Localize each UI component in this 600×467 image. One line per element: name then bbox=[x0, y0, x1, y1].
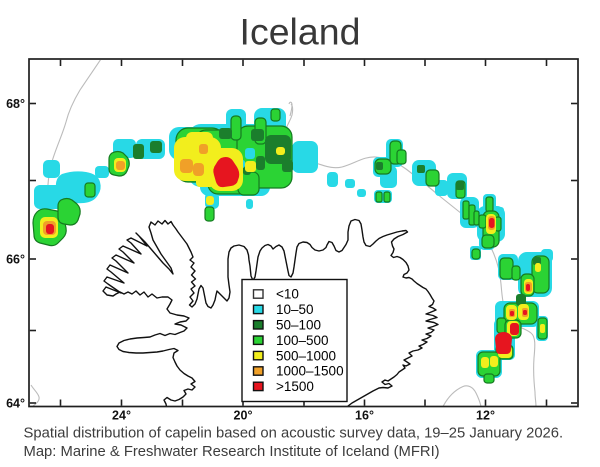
svg-text:1000–1500: 1000–1500 bbox=[276, 364, 344, 379]
svg-text:50–100: 50–100 bbox=[276, 318, 321, 333]
svg-text:66°: 66° bbox=[6, 253, 25, 267]
svg-text:12°: 12° bbox=[476, 409, 495, 423]
svg-text:68°: 68° bbox=[6, 97, 25, 111]
svg-text:10–50: 10–50 bbox=[276, 302, 314, 317]
svg-text:100–500: 100–500 bbox=[276, 333, 329, 348]
svg-text:64°: 64° bbox=[6, 397, 25, 411]
svg-text:20°: 20° bbox=[234, 409, 253, 423]
svg-text:16°: 16° bbox=[355, 409, 374, 423]
svg-text:>1500: >1500 bbox=[276, 379, 314, 394]
svg-text:Iceland: Iceland bbox=[240, 11, 361, 53]
svg-text:Map: Marine & Freshwater Resea: Map: Marine & Freshwater Research Instit… bbox=[24, 444, 440, 460]
svg-text:<10: <10 bbox=[276, 287, 299, 302]
svg-text:500–1000: 500–1000 bbox=[276, 348, 336, 363]
svg-text:24°: 24° bbox=[112, 409, 131, 423]
svg-text:Spatial distribution of capeli: Spatial distribution of capelin based on… bbox=[24, 426, 564, 442]
